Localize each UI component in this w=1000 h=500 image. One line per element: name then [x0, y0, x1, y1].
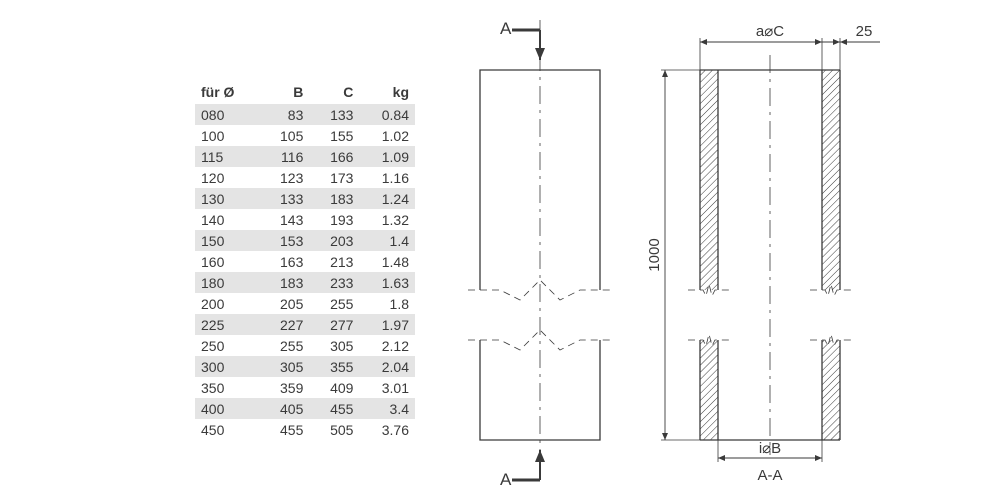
table-row: 2502553052.12 [195, 335, 415, 356]
cell: 150 [195, 230, 259, 251]
cell: 300 [195, 356, 259, 377]
cell: 277 [309, 314, 359, 335]
cell: 2.04 [359, 356, 415, 377]
cell: 305 [259, 356, 309, 377]
cell: 183 [259, 272, 309, 293]
table-row: 1001051551.02 [195, 125, 415, 146]
cell: 116 [259, 146, 309, 167]
table-row: 1801832331.63 [195, 272, 415, 293]
cell: 115 [195, 146, 259, 167]
cell: 409 [309, 377, 359, 398]
table-row: 2002052551.8 [195, 293, 415, 314]
cell: 180 [195, 272, 259, 293]
page: für ØBCkg 080831330.841001051551.0211511… [0, 0, 1000, 500]
cell: 1.02 [359, 125, 415, 146]
cell: 0.84 [359, 104, 415, 125]
col-header: C [309, 80, 359, 104]
cell: 305 [309, 335, 359, 356]
cell: 130 [195, 188, 259, 209]
svg-text:i⌀B: i⌀B [759, 440, 781, 457]
cell: 203 [309, 230, 359, 251]
cell: 1.16 [359, 167, 415, 188]
cell: 1.63 [359, 272, 415, 293]
cell: 200 [195, 293, 259, 314]
drawing-section: 1000 a⌀C 25 i⌀B A-A [645, 10, 935, 490]
cell: 133 [259, 188, 309, 209]
table-row: 4504555053.76 [195, 419, 415, 440]
cell: 455 [309, 398, 359, 419]
col-header: B [259, 80, 309, 104]
cell: 233 [309, 272, 359, 293]
col-header: für Ø [195, 80, 259, 104]
table-row: 080831330.84 [195, 104, 415, 125]
cell: 213 [309, 251, 359, 272]
svg-text:A-A: A-A [757, 467, 782, 484]
cell: 205 [259, 293, 309, 314]
svg-text:A: A [500, 470, 512, 489]
cell: 225 [195, 314, 259, 335]
cell: 1.97 [359, 314, 415, 335]
cell: 173 [309, 167, 359, 188]
table-row: 2252272771.97 [195, 314, 415, 335]
cell: 350 [195, 377, 259, 398]
cell: 1.4 [359, 230, 415, 251]
cell: 83 [259, 104, 309, 125]
table-body: 080831330.841001051551.021151161661.0912… [195, 104, 415, 440]
table-row: 1301331831.24 [195, 188, 415, 209]
dimension-table: für ØBCkg 080831330.841001051551.0211511… [195, 80, 415, 440]
cell: 450 [195, 419, 259, 440]
col-header: kg [359, 80, 415, 104]
svg-text:a⌀C: a⌀C [756, 23, 784, 40]
cell: 227 [259, 314, 309, 335]
table-head: für ØBCkg [195, 80, 415, 104]
cell: 105 [259, 125, 309, 146]
cell: 355 [309, 356, 359, 377]
cell: 405 [259, 398, 309, 419]
cell: 3.76 [359, 419, 415, 440]
cell: 120 [195, 167, 259, 188]
cell: 1.8 [359, 293, 415, 314]
drawing-elevation: AA [445, 10, 655, 490]
table: für ØBCkg 080831330.841001051551.0211511… [195, 80, 415, 440]
cell: 1.09 [359, 146, 415, 167]
cell: 133 [309, 104, 359, 125]
cell: 140 [195, 209, 259, 230]
cell: 3.4 [359, 398, 415, 419]
cell: 1.24 [359, 188, 415, 209]
cell: 1.48 [359, 251, 415, 272]
cell: 163 [259, 251, 309, 272]
cell: 255 [259, 335, 309, 356]
cell: 250 [195, 335, 259, 356]
cell: 3.01 [359, 377, 415, 398]
cell: 455 [259, 419, 309, 440]
cell: 505 [309, 419, 359, 440]
table-row: 1601632131.48 [195, 251, 415, 272]
cell: 2.12 [359, 335, 415, 356]
cell: 080 [195, 104, 259, 125]
table-row: 4004054553.4 [195, 398, 415, 419]
cell: 166 [309, 146, 359, 167]
table-row: 1401431931.32 [195, 209, 415, 230]
cell: 100 [195, 125, 259, 146]
cell: 153 [259, 230, 309, 251]
table-row: 3003053552.04 [195, 356, 415, 377]
cell: 255 [309, 293, 359, 314]
svg-text:1000: 1000 [646, 238, 663, 271]
table-row: 1501532031.4 [195, 230, 415, 251]
table-row: 1151161661.09 [195, 146, 415, 167]
cell: 1.32 [359, 209, 415, 230]
cell: 123 [259, 167, 309, 188]
cell: 400 [195, 398, 259, 419]
cell: 183 [309, 188, 359, 209]
table-row: 1201231731.16 [195, 167, 415, 188]
cell: 160 [195, 251, 259, 272]
table-row: 3503594093.01 [195, 377, 415, 398]
cell: 193 [309, 209, 359, 230]
cell: 143 [259, 209, 309, 230]
svg-text:A: A [500, 19, 512, 38]
cell: 359 [259, 377, 309, 398]
cell: 155 [309, 125, 359, 146]
svg-text:25: 25 [856, 23, 873, 40]
